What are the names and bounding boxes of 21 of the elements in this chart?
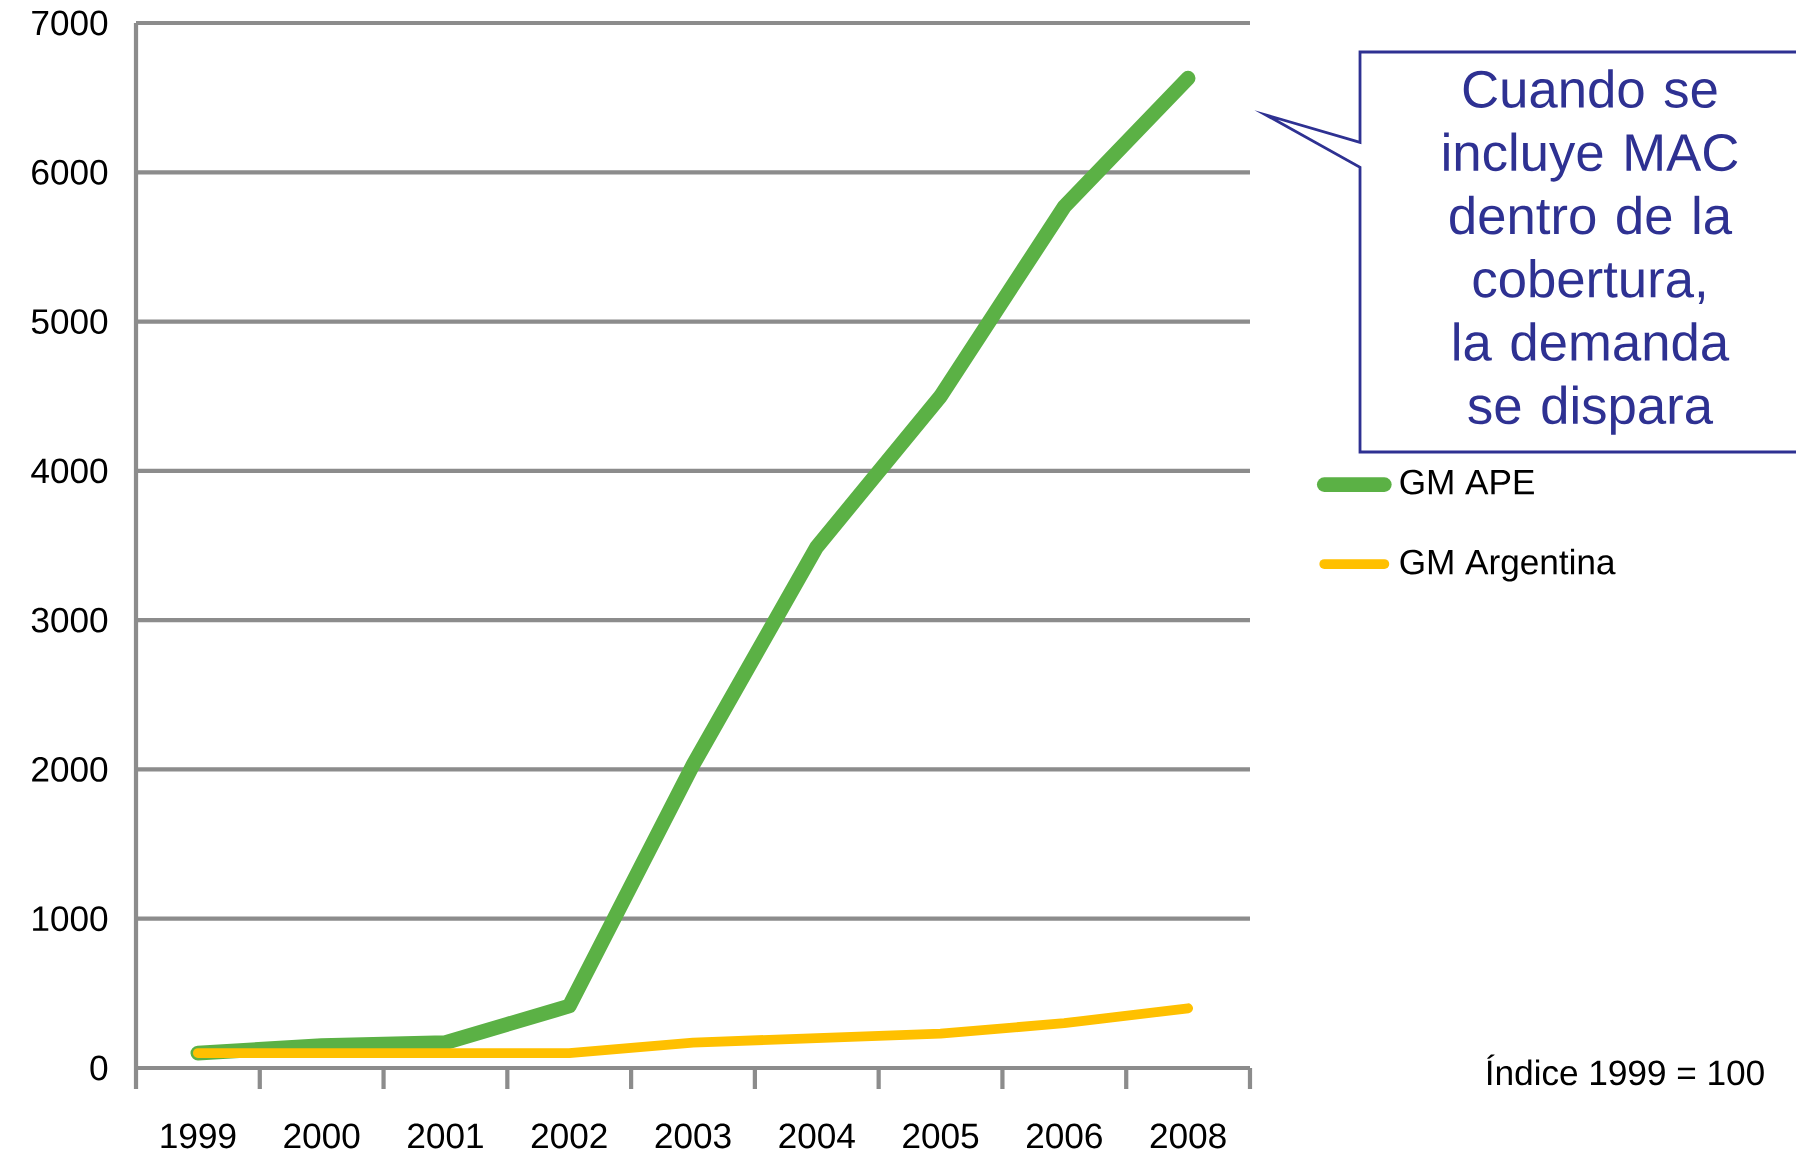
x-tick-label: 2000 <box>284 1123 360 1149</box>
y-tick-label: 4000 <box>31 458 108 484</box>
y-tick-label: 6000 <box>32 159 108 185</box>
x-tick-label: 2002 <box>531 1123 607 1149</box>
x-tick-label: 1999 <box>161 1123 236 1149</box>
x-tick-label: 2005 <box>903 1123 979 1149</box>
y-tick-label: 5000 <box>31 309 108 334</box>
x-tick-label: 2006 <box>1027 1123 1102 1149</box>
y-tick-label: 1000 <box>33 906 108 932</box>
legend-label: GM APE <box>1400 469 1534 495</box>
text: Cuando se incluye MAC dentro de la cobertura, la demanda se dispara <box>1444 69 1738 435</box>
x-tick-label: 2001 <box>408 1123 483 1149</box>
text: Índice 1999 = 100 <box>1487 1054 1764 1086</box>
y-tick-label: 2000 <box>32 756 108 782</box>
legend-label: GM Argentina <box>1400 548 1616 582</box>
y-tick-label: 0 <box>90 1055 108 1081</box>
y-tick-label: 3000 <box>31 607 108 633</box>
x-tick-label: 2008 <box>1150 1123 1226 1149</box>
x-tick-label: 2004 <box>779 1123 855 1149</box>
x-tick-label: 2003 <box>655 1123 731 1149</box>
y-tick-label: 7000 <box>32 10 108 36</box>
